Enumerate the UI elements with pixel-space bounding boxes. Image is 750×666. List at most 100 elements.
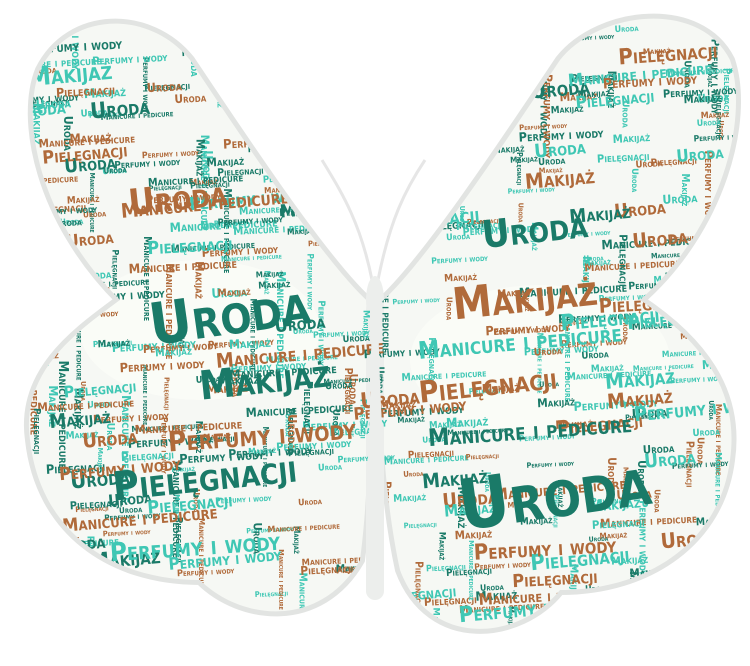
cloud-word: Perfumy i wody [462,222,538,239]
butterfly-wings [29,19,736,629]
cloud-word: Uroda [174,90,207,106]
cloud-word: Perfumy i wody [302,415,388,434]
cloud-word: Manicure i pedicure [705,209,719,306]
cloud-word: Manicure i pedicure [562,318,573,402]
cloud-word: Uroda [107,488,152,511]
cloud-word: Pielęgnacji [598,289,691,318]
cloud-word: Perfumy i wody [507,184,555,196]
cloud-word: Perfumy i wody [558,308,635,326]
cloud-word: Uroda [662,191,698,207]
cloud-word: Uroda [330,409,341,437]
cloud-word: Perfumy i wody [46,581,123,599]
cloud-word: Manicure i pedicure [8,577,80,590]
cloud-word: Perfumy i wody [541,74,555,158]
cloud-word: Perfumy i wody [562,228,611,240]
cloud-word: Manicure i pedicure [169,214,278,235]
cloud-word: Perfumy i wody [111,337,196,355]
cloud-word: Makijaż [67,194,101,207]
cloud-word: Perfumy i wody [2,89,80,107]
cloud-word: Pielęgnacji [597,150,650,166]
cloud-word: Uroda [629,168,640,193]
cloud-word: Manicure i pedicure [221,251,282,263]
cloud-word: Makijaż [275,55,304,66]
cloud-word: Pielęgnacji [144,81,190,94]
cloud-word: Makijaż [421,198,446,208]
cloud-word: Makijaż [64,575,137,605]
cloud-word: Perfumy i wody [566,31,615,43]
cloud-word: Uroda [13,96,66,122]
cloud-word: Makijaż [192,261,206,299]
cloud-word: Perfumy i wody [92,51,169,68]
cloud-word: Makijaż [173,494,182,518]
cloud-word: Makijaż [455,487,470,529]
cloud-word: Manicure i pedicure [5,53,102,72]
cloud-word: Uroda [89,94,151,124]
cloud-word: Perfumy i wody [671,459,728,472]
cloud-word: Perfumy i wody [235,21,312,39]
cloud-word: Makijaż [360,310,371,339]
cloud-word: Makijaż [520,515,554,528]
cloud-word: Uroda [613,196,666,222]
cloud-word: Manicure i pedicure [303,161,387,176]
cloud-word: Uroda [462,16,487,26]
cloud-word: Manicure i pedicure [601,233,710,254]
cloud-word: Pielęgnacji [147,234,233,259]
cloud-word: Uroda [251,522,265,554]
cloud-word: Uroda [588,535,609,544]
cloud-word: Uroda [697,118,722,129]
cloud-word: Makijaż [588,492,641,515]
cloud-word: Uroda [115,612,130,648]
cloud-word: Manicure i pedicure [374,194,458,209]
cloud-word: Manicure i pedicure [229,362,337,382]
cloud-word: Perfumy i wody [363,206,412,218]
cloud-word: Uroda [614,24,639,35]
cloud-word: Makijaż [189,177,218,188]
cloud-word: Manicure i pedicure [241,109,350,130]
cloud-word: Makijaż [217,372,260,389]
cloud-word: Uroda [619,100,630,128]
cloud-word: Manicure i pedicure [148,171,244,189]
cloud-word: Perfumy i wody [392,295,441,307]
cloud-word: Perfumy i wody [201,242,279,260]
cloud-word: Makijaż [46,385,60,427]
cloud-word: Makijaż [683,91,721,106]
cloud-word: Manicure i pedicure [198,135,211,231]
cloud-word: Pielęgnacji [110,249,120,289]
cloud-word: Uroda [119,505,143,515]
cloud-word: Perfumy i wody [384,178,469,196]
cloud-word: Manicure i pedicure [662,292,746,307]
cloud-word: Perfumy i wody [114,157,181,171]
cloud-word: Uroda [61,116,75,152]
cloud-word: Pielęgnacji [46,460,106,478]
cloud-word: Manicure i pedicure [600,511,698,530]
cloud-word: Makijaż [506,606,515,631]
cloud-word: Uroda [83,208,108,219]
cloud-word: Uroda [57,257,68,284]
cloud-word: Perfumy i wody [179,447,265,466]
cloud-word: Makijaż [591,362,625,375]
cloud-word: Uroda [653,489,663,513]
cloud-word: Makijaż [555,416,593,432]
cloud-word: Uroda [485,30,494,50]
cloud-word: Uroda [195,374,221,386]
cloud-word: Manicure i pedicure [519,281,628,302]
cloud-word: Makijaż [83,85,126,102]
cloud-word: Manicure i pedicure [171,240,256,255]
cloud-word: Makijaż [312,216,337,226]
cloud-word: Uroda [104,423,116,451]
cloud-word: Manicure i pedicure [536,333,545,394]
cloud-word: Pielęgnacji [195,433,235,445]
cloud-word: Uroda [480,583,505,594]
cloud-word: Manicure i pedicure [37,395,135,414]
cloud-word: Uroda [692,427,720,439]
cloud-word: Makijaż [155,344,193,359]
cloud-word: Manicure i pedicure [401,367,487,383]
cloud-word: Manicure i pedicure [248,298,258,371]
cloud-word: Pielęgnacji [610,611,621,657]
cloud-word: Pielęgnacji [412,561,423,607]
cloud-word: Uroda [538,156,566,168]
cloud-word: Makijaż [194,139,207,176]
cloud-word: Uroda [230,369,241,397]
cloud-word: Makijaż [582,257,611,268]
cloud-word: Pielęgnacji [31,408,42,454]
